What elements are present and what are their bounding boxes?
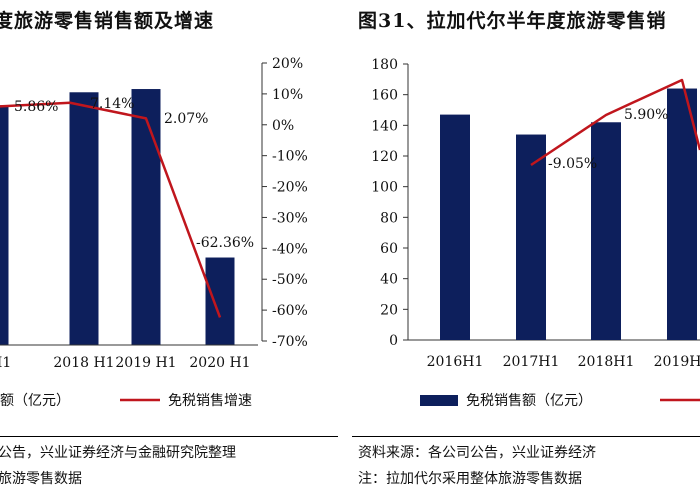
left-footer-line-1: 公告，兴业证券经济与金融研究院整理 bbox=[0, 445, 236, 461]
left-bar-2 bbox=[69, 92, 99, 345]
left-growth-line bbox=[0, 101, 222, 318]
left-y2-tick-label: -30% bbox=[272, 210, 308, 226]
right-data-label: 5.90% bbox=[624, 107, 668, 123]
right-x-tick-label: 2016H1 bbox=[427, 354, 484, 370]
right-data-label: -9.05% bbox=[548, 156, 597, 172]
left-data-label: 5.86% bbox=[14, 99, 58, 115]
left-y2-tick-label: -20% bbox=[272, 180, 308, 196]
left-y2-tick-label: -40% bbox=[272, 241, 308, 257]
left-y2-tick-label: 0% bbox=[272, 118, 294, 134]
right-y-tick-label: 100 bbox=[371, 180, 398, 196]
right-y-tick-label: 0 bbox=[389, 333, 398, 349]
right-y-tick-label: 80 bbox=[380, 210, 398, 226]
left-x-tick-label: 7 H1 bbox=[0, 355, 11, 371]
right-growth-line bbox=[530, 78, 700, 167]
right-x-tick-label: 2017H1 bbox=[503, 354, 560, 370]
left-data-label: 2.07% bbox=[164, 111, 208, 127]
right-legend-bar-label: 免税销售额（亿元） bbox=[466, 393, 592, 409]
right-bar-2019H1 bbox=[667, 88, 697, 341]
right-y-tick-label: 40 bbox=[380, 272, 398, 288]
left-data-label: 7.14% bbox=[90, 96, 134, 112]
left-y2-tick-label: 20% bbox=[272, 56, 303, 72]
left-chart-title: 度旅游零售销售额及增速 bbox=[0, 10, 215, 32]
left-legend-bar-label: 额（亿元） bbox=[0, 393, 70, 409]
left-legend-line-label: 免税销售增速 bbox=[168, 393, 252, 409]
right-footer-line-2: 注：拉加代尔采用整体旅游零售数据 bbox=[358, 471, 582, 487]
left-data-label: -62.36% bbox=[196, 235, 254, 251]
left-x-tick-label: 2018 H1 bbox=[53, 355, 114, 371]
left-footer-line-2: 旅游零售数据 bbox=[0, 471, 82, 487]
left-x-tick-label: 2019 H1 bbox=[115, 355, 176, 371]
right-footer-line-1: 资料来源：各公司公告，兴业证券经济 bbox=[358, 445, 596, 461]
right-y-tick-label: 20 bbox=[380, 302, 398, 318]
left-x-tick-label: 2020 H1 bbox=[189, 355, 250, 371]
figure-title-text: 、拉加代尔半年度旅游零售销 bbox=[406, 10, 667, 32]
left-y2-tick-label: -60% bbox=[272, 303, 308, 319]
right-y-tick-label: 180 bbox=[371, 57, 398, 73]
left-bar-1 bbox=[0, 105, 9, 346]
right-bar-2017H1 bbox=[516, 134, 546, 340]
left-y2-tick-label: -70% bbox=[272, 334, 308, 350]
figure-number: 图31 bbox=[358, 10, 407, 32]
right-bar-2016H1 bbox=[440, 114, 470, 340]
right-legend-bar-swatch bbox=[420, 395, 458, 406]
left-bar-4 bbox=[205, 257, 235, 345]
right-footer-rule bbox=[352, 436, 700, 437]
right-y-tick-label: 60 bbox=[380, 241, 398, 257]
right-chart-title: 图31、拉加代尔半年度旅游零售销 bbox=[358, 6, 666, 33]
left-footer-rule bbox=[0, 436, 338, 437]
right-bar-2018H1 bbox=[591, 122, 621, 341]
left-bar-3 bbox=[131, 89, 161, 345]
right-y-tick-label: 160 bbox=[371, 88, 398, 104]
right-x-tick-label: 2018H1 bbox=[578, 354, 635, 370]
right-y-tick-label: 140 bbox=[371, 118, 398, 134]
right-y-tick-label: 120 bbox=[371, 149, 398, 165]
left-y2-tick-label: 10% bbox=[272, 87, 303, 103]
left-y2-tick-label: -50% bbox=[272, 272, 308, 288]
left-y2-tick-label: -10% bbox=[272, 149, 308, 165]
